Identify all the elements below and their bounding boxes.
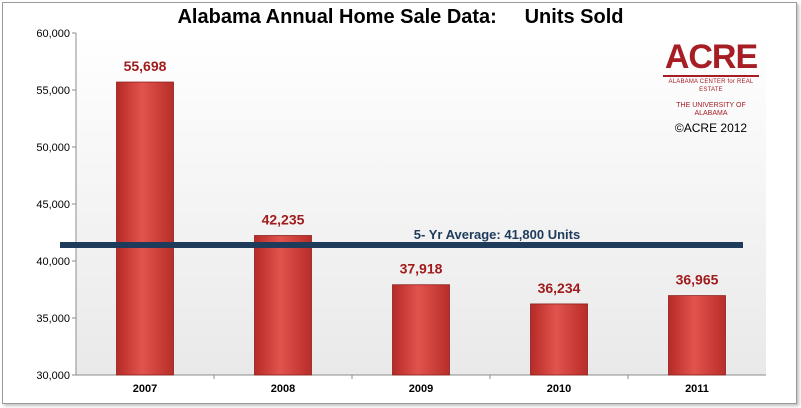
bars — [116, 81, 726, 376]
chart-title: Alabama Annual Home Sale Data: Units Sol… — [177, 6, 624, 28]
y-tick-label: 45,000 — [36, 199, 70, 211]
y-tick-label: 30,000 — [36, 370, 70, 382]
axes: 30,000 35,000 40,000 45,000 50,000 55,000 60,0… — [36, 28, 766, 395]
x-tick-label: 2009 — [409, 383, 433, 395]
average-line-group: 5- Yr Average: 41,800 Units — [60, 227, 743, 249]
y-tick-label: 35,000 — [36, 313, 70, 325]
x-tick-label: 2007 — [133, 383, 157, 395]
x-tick-label: 2011 — [685, 383, 709, 395]
x-tick-label: 2010 — [547, 383, 571, 395]
copyright-text: ©ACRE 2012 — [674, 121, 748, 135]
logo-university: THE UNIVERSITY OF ALABAMA — [676, 102, 746, 117]
bar — [116, 81, 174, 376]
y-tick-label: 60,000 — [36, 28, 70, 40]
bar — [530, 303, 588, 376]
y-tick-label: 50,000 — [36, 142, 70, 154]
logo-rule — [663, 75, 759, 77]
bar — [392, 284, 450, 376]
data-label: 55,698 — [124, 58, 167, 74]
acre-logo: ACRE ALABAMA CENTER for REAL ESTATE THE … — [661, 40, 761, 135]
y-tick-label: 55,000 — [36, 85, 70, 97]
bar — [254, 235, 312, 376]
average-line-label: 5- Yr Average: 41,800 Units — [414, 227, 580, 242]
logo-subtitle: ALABAMA CENTER for REAL ESTATE — [668, 79, 754, 93]
data-label: 36,965 — [676, 272, 719, 288]
data-label: 37,918 — [400, 261, 443, 277]
logo-word: ACRE — [664, 38, 758, 76]
bar — [668, 295, 726, 376]
x-tick-label: 2008 — [271, 383, 295, 395]
value-labels: 55,698 42,235 37,918 36,234 36,965 — [124, 58, 719, 296]
data-label: 36,234 — [538, 280, 581, 296]
data-label: 42,235 — [262, 212, 305, 228]
y-tick-label: 40,000 — [36, 256, 70, 268]
